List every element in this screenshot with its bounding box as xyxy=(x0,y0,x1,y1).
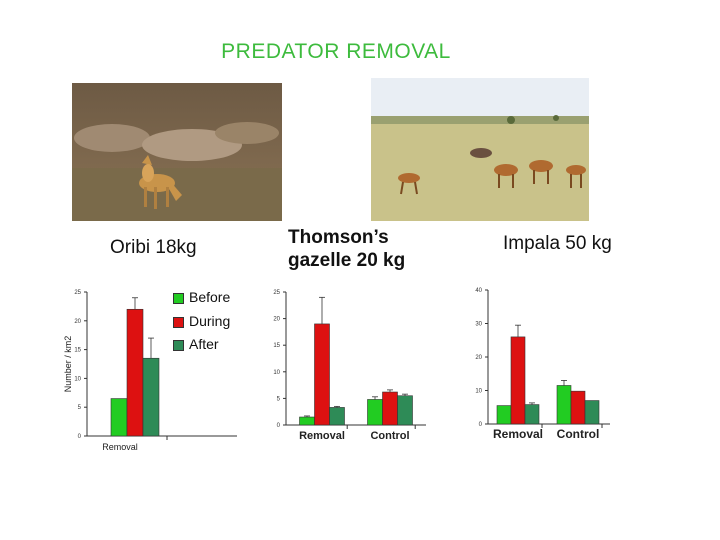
x-category-label-removal: Removal xyxy=(102,442,138,452)
y-tick-label: 20 xyxy=(74,319,81,325)
chart-impala: 0 10 20 30 40 Removal Control xyxy=(475,288,610,441)
gazelle-photo-icon xyxy=(371,78,589,221)
legend-swatch-before xyxy=(173,292,184,304)
bar-during-removal xyxy=(314,323,330,426)
y-tick-label: 5 xyxy=(277,396,281,402)
bar-after-control xyxy=(584,400,600,425)
legend-item-after: After xyxy=(173,336,219,352)
y-tick-label: 30 xyxy=(475,322,482,328)
x-category-label-control: Control xyxy=(557,427,600,441)
x-category-label-removal: Removal xyxy=(493,427,543,441)
y-tick-label: 5 xyxy=(78,405,82,411)
oribi-photo-icon xyxy=(72,83,282,221)
bar-before-control xyxy=(556,385,572,425)
legend-swatch-after xyxy=(173,339,184,351)
y-tick-label: 15 xyxy=(273,343,280,349)
species-label-impala: Impala 50 kg xyxy=(503,233,612,254)
y-tick-label: 20 xyxy=(273,317,280,323)
bar-during-control xyxy=(382,391,398,426)
y-tick-label: 20 xyxy=(475,355,482,361)
bar-after-removal xyxy=(329,407,345,426)
y-tick-label: 15 xyxy=(74,348,81,354)
bar-after-removal xyxy=(524,404,540,425)
bar-during-removal xyxy=(126,308,144,437)
y-tick-label: 10 xyxy=(475,389,482,395)
legend-item-during: During xyxy=(173,313,230,329)
slide-title: PREDATOR REMOVAL xyxy=(221,40,451,63)
y-tick-label: 25 xyxy=(74,290,81,296)
y-tick-label: 10 xyxy=(74,376,81,382)
bar-before-removal xyxy=(496,405,512,425)
y-tick-label: 10 xyxy=(273,370,280,376)
legend-label-before: Before xyxy=(189,289,231,305)
bar-before-removal xyxy=(299,416,315,426)
bar-during-removal xyxy=(510,336,526,425)
y-tick-label: 0 xyxy=(277,423,281,429)
legend-item-before: Before xyxy=(173,289,230,305)
species-label-oribi: Oribi 18kg xyxy=(110,237,197,258)
bar-after-control xyxy=(397,395,413,426)
legend-label-after: After xyxy=(189,336,219,352)
chart-oribi: 0 5 10 15 20 25 Number / km2 Removal xyxy=(63,290,237,452)
y-tick-label: 40 xyxy=(475,288,482,294)
chart-gazelle: 0 5 10 15 20 25 Removal Control xyxy=(273,290,426,442)
legend-swatch-during xyxy=(173,316,184,328)
bar-during-control xyxy=(570,390,586,425)
y-tick-label: 0 xyxy=(78,434,82,440)
x-category-label-removal: Removal xyxy=(299,430,345,442)
species-label-gazelle: Thomson’s gazelle 20 kg xyxy=(288,227,406,271)
y-axis-label: Number / km2 xyxy=(63,336,73,393)
bar-after-removal xyxy=(142,357,160,437)
x-category-label-control: Control xyxy=(370,430,409,442)
legend-label-during: During xyxy=(189,313,231,329)
y-tick-label: 0 xyxy=(479,422,483,428)
y-tick-label: 25 xyxy=(273,290,280,296)
bar-before-removal xyxy=(110,398,128,437)
bar-before-control xyxy=(367,399,383,426)
